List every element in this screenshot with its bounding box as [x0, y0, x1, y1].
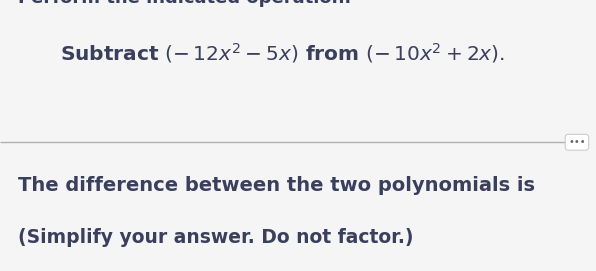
Text: Perform the indicated operation.: Perform the indicated operation.: [18, 0, 351, 7]
Text: The difference between the two polynomials is: The difference between the two polynomia…: [18, 176, 542, 195]
Text: (Simplify your answer. Do not factor.): (Simplify your answer. Do not factor.): [18, 228, 414, 247]
Text: •••: •••: [568, 137, 586, 147]
Text: Subtract $(-\,12x^2-5x)$ from $(-\,10x^2+2x).$: Subtract $(-\,12x^2-5x)$ from $(-\,10x^2…: [60, 41, 505, 64]
